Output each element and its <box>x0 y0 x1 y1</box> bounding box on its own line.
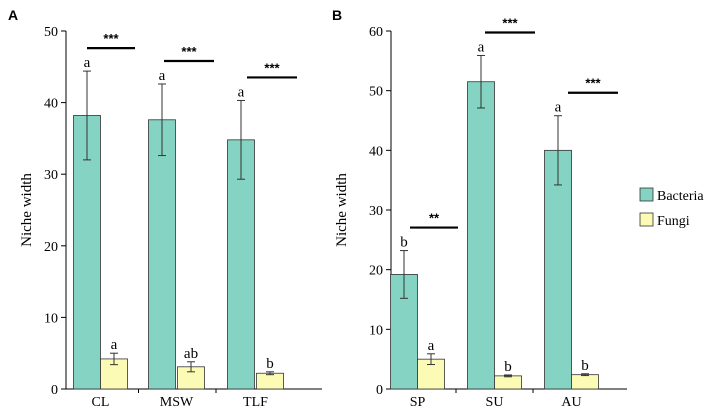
x-tick-label: TLF <box>243 395 268 410</box>
x-tick-label: AU <box>561 395 581 410</box>
bar-bacteria <box>544 149 572 390</box>
y-tick-label: 40 <box>369 144 383 159</box>
bar-bacteria <box>148 119 176 390</box>
bar-fungi <box>100 358 128 390</box>
y-axis-title: Niche width <box>334 173 350 247</box>
y-tick-label: 0 <box>376 383 383 398</box>
y-tick-label: 10 <box>369 323 383 338</box>
significance-letter: b <box>504 359 512 375</box>
y-tick-label: 50 <box>44 25 58 40</box>
y-tick-label: 10 <box>44 311 58 326</box>
legend-label-fungi: Fungi <box>657 214 690 229</box>
x-tick-label: CL <box>92 395 110 410</box>
significance-letter: b <box>581 358 589 374</box>
y-tick-label: 30 <box>369 204 383 219</box>
significance-letter: a <box>555 100 562 116</box>
significance-stars: *** <box>103 31 119 46</box>
significance-stars: *** <box>181 44 197 59</box>
significance-letter: a <box>159 68 166 84</box>
bar-fungi <box>571 374 599 390</box>
x-tick-label: MSW <box>160 395 194 410</box>
significance-letter: a <box>238 84 245 100</box>
significance-letter: ab <box>184 346 198 362</box>
significance-letter: b <box>266 356 274 372</box>
significance-letter: a <box>478 39 485 55</box>
bar-bacteria <box>227 139 255 390</box>
significance-stars: ** <box>429 211 440 226</box>
y-tick-label: 0 <box>51 383 58 398</box>
y-axis-title: Niche width <box>19 173 35 247</box>
significance-stars: *** <box>502 15 518 30</box>
significance-letter: a <box>428 338 435 354</box>
y-tick-label: 20 <box>44 240 58 255</box>
y-tick-label: 30 <box>44 168 58 183</box>
y-tick-label: 20 <box>369 264 383 279</box>
y-tick-label: 40 <box>44 97 58 112</box>
significance-letter: a <box>84 55 91 71</box>
bar-fungi <box>494 375 522 390</box>
panel-label: A <box>8 7 18 23</box>
panel-label: B <box>332 7 342 23</box>
x-tick-label: SP <box>410 395 426 410</box>
significance-stars: *** <box>264 60 280 75</box>
y-tick-label: 50 <box>369 85 383 100</box>
significance-letter: b <box>400 235 408 251</box>
y-tick-label: 60 <box>369 25 383 40</box>
legend-swatch-bacteria <box>639 187 654 202</box>
x-tick-label: SU <box>486 395 504 410</box>
significance-stars: *** <box>585 76 601 91</box>
significance-letter: a <box>111 337 118 353</box>
bar-bacteria <box>467 81 495 390</box>
bar-fungi <box>256 372 284 390</box>
legend-label-bacteria: Bacteria <box>657 189 704 204</box>
legend-swatch-fungi <box>639 212 654 227</box>
